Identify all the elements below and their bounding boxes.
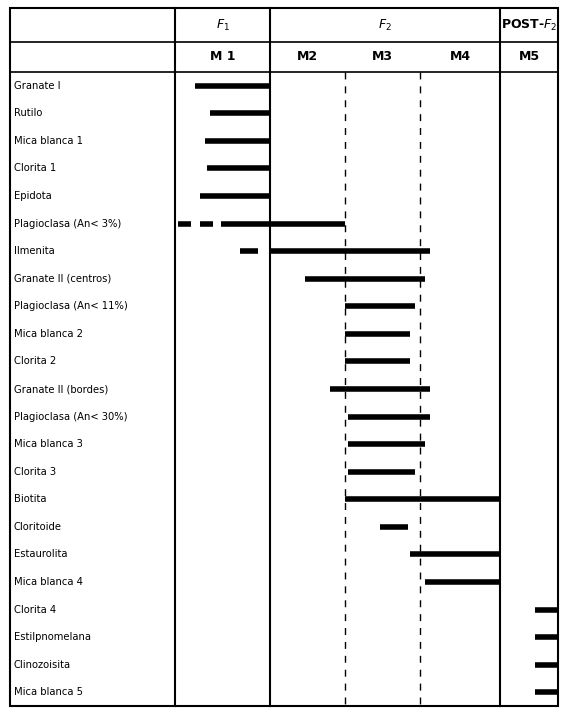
Text: Plagioclasa (An< 30%): Plagioclasa (An< 30%) (14, 412, 127, 422)
Text: Mica blanca 1: Mica blanca 1 (14, 136, 83, 146)
Text: Mica blanca 4: Mica blanca 4 (14, 577, 83, 587)
Text: POST-$F_2$: POST-$F_2$ (501, 17, 557, 33)
Text: Rutilo: Rutilo (14, 109, 42, 119)
Text: M4: M4 (449, 51, 470, 64)
Text: M2: M2 (297, 51, 318, 64)
Text: Granate II (bordes): Granate II (bordes) (14, 384, 108, 394)
Text: Mica blanca 5: Mica blanca 5 (14, 687, 83, 697)
Text: Clinozoisita: Clinozoisita (14, 660, 71, 670)
Text: Estaurolita: Estaurolita (14, 549, 67, 559)
Text: Ilmenita: Ilmenita (14, 246, 55, 256)
Text: $F_1$: $F_1$ (216, 17, 229, 33)
Text: M 1: M 1 (210, 51, 235, 64)
Text: Biotita: Biotita (14, 494, 46, 504)
Text: Clorita 4: Clorita 4 (14, 604, 56, 614)
Text: Cloritoide: Cloritoide (14, 522, 62, 532)
Text: Epidota: Epidota (14, 191, 52, 201)
Text: Clorita 3: Clorita 3 (14, 467, 56, 477)
Text: Granate II (centros): Granate II (centros) (14, 274, 112, 284)
Text: Estilpnomelana: Estilpnomelana (14, 632, 91, 642)
Text: Clorita 2: Clorita 2 (14, 357, 56, 366)
Text: Plagioclasa (An< 11%): Plagioclasa (An< 11%) (14, 301, 128, 311)
Text: $F_2$: $F_2$ (378, 17, 392, 33)
Text: Granate I: Granate I (14, 81, 61, 91)
Text: Clorita 1: Clorita 1 (14, 164, 56, 174)
Text: M5: M5 (518, 51, 539, 64)
Text: Plagioclasa (An< 3%): Plagioclasa (An< 3%) (14, 219, 121, 229)
Text: M3: M3 (372, 51, 393, 64)
Text: Mica blanca 3: Mica blanca 3 (14, 439, 83, 449)
Text: Mica blanca 2: Mica blanca 2 (14, 329, 83, 339)
